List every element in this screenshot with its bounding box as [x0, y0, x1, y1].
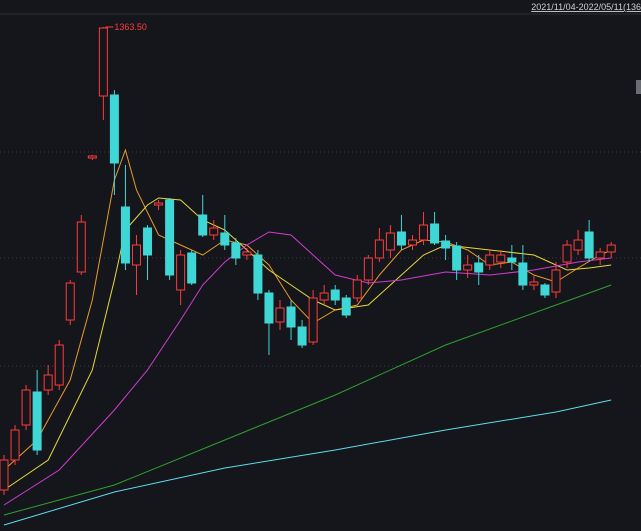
candle-body: [165, 199, 175, 276]
candle-body: [43, 374, 53, 391]
candle-body: [319, 292, 329, 301]
candle-body: [87, 155, 97, 159]
side-handle[interactable]: [636, 80, 641, 94]
candle-body: [286, 306, 296, 328]
candle-body: [253, 254, 263, 294]
candle-body: [32, 391, 42, 451]
annotation-label: 1363.50: [114, 22, 147, 32]
candle-body: [485, 254, 495, 266]
candle-body: [374, 239, 384, 259]
candle-body: [109, 94, 119, 164]
candle-body: [264, 292, 274, 324]
candle-body: [419, 224, 429, 241]
candle-body: [595, 251, 605, 259]
candle-body: [120, 206, 130, 264]
candle-body: [551, 269, 561, 293]
candle-body: [463, 264, 473, 271]
candle-body: [209, 227, 219, 236]
candle-body: [540, 284, 550, 296]
candle-body: [562, 244, 572, 263]
candle-body: [507, 257, 517, 263]
candle-body: [606, 244, 616, 253]
ma-line: [3, 284, 612, 516]
candle-body: [21, 389, 31, 426]
candle-body: [297, 326, 307, 346]
ma-line: [3, 231, 612, 506]
candle-body: [341, 297, 351, 316]
candle-body: [385, 232, 395, 251]
candle-body: [430, 223, 440, 244]
candle-body: [474, 262, 484, 273]
candle-body: [0, 459, 9, 491]
candle-body: [363, 257, 373, 281]
candle-body: [573, 239, 583, 251]
candle-body: [308, 297, 318, 343]
candle-body: [143, 227, 153, 256]
candle-body: [76, 221, 86, 273]
date-range: 2021/11/04-2022/05/11(136: [531, 2, 641, 12]
candle-body: [584, 231, 594, 259]
candle-body: [220, 232, 230, 246]
candle-body: [10, 429, 20, 461]
candle-body: [396, 231, 406, 246]
candle-body: [496, 254, 506, 263]
candle-body: [131, 244, 141, 266]
candle-body: [176, 254, 186, 291]
candle-body: [352, 279, 362, 299]
candle-body: [54, 344, 64, 386]
candle-body: [187, 252, 197, 284]
candle-body: [275, 307, 285, 323]
candle-body: [529, 281, 539, 286]
candle-body: [330, 289, 340, 301]
candle-body: [154, 202, 164, 206]
candle-body: [441, 240, 451, 249]
candle-body: [98, 27, 108, 97]
candle-body: [231, 242, 241, 259]
candle-body: [407, 239, 417, 246]
candle-body: [518, 262, 528, 286]
candle-body: [242, 251, 252, 256]
candle-body: [65, 282, 75, 321]
candle-body: [198, 214, 208, 236]
candle-body: [452, 245, 462, 271]
ma-line: [3, 399, 612, 526]
